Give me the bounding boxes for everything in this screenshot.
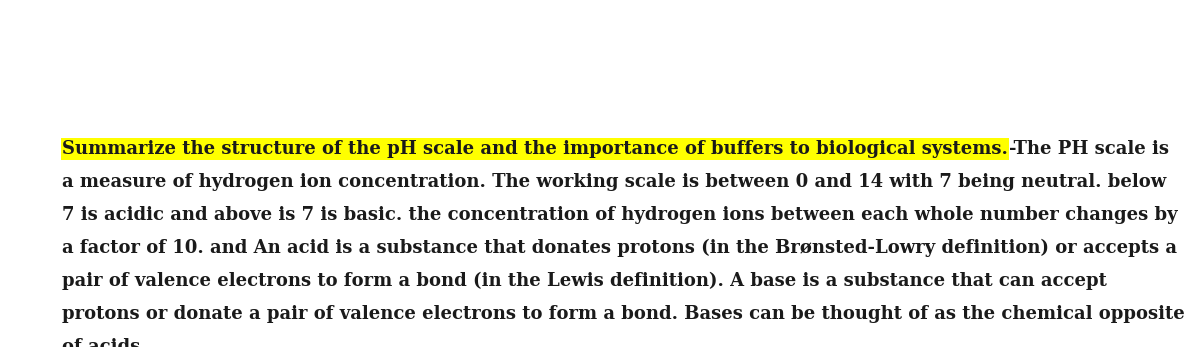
Text: -The PH scale is: -The PH scale is <box>1009 140 1169 158</box>
Text: a measure of hydrogen ion concentration. The working scale is between 0 and 14 w: a measure of hydrogen ion concentration.… <box>62 173 1166 191</box>
Text: of acids.: of acids. <box>62 338 146 347</box>
Text: a factor of 10. and An acid is a substance that donates protons (in the Brønsted: a factor of 10. and An acid is a substan… <box>62 239 1177 257</box>
Text: protons or donate a pair of valence electrons to form a bond. Bases can be thoug: protons or donate a pair of valence elec… <box>62 305 1184 323</box>
Text: 7 is acidic and above is 7 is basic. the concentration of hydrogen ions between : 7 is acidic and above is 7 is basic. the… <box>62 206 1177 224</box>
FancyBboxPatch shape <box>61 138 1009 160</box>
Text: Summarize the structure of the pH scale and the importance of buffers to biologi: Summarize the structure of the pH scale … <box>62 140 1008 158</box>
Text: pair of valence electrons to form a bond (in the Lewis definition). A base is a : pair of valence electrons to form a bond… <box>62 272 1106 290</box>
